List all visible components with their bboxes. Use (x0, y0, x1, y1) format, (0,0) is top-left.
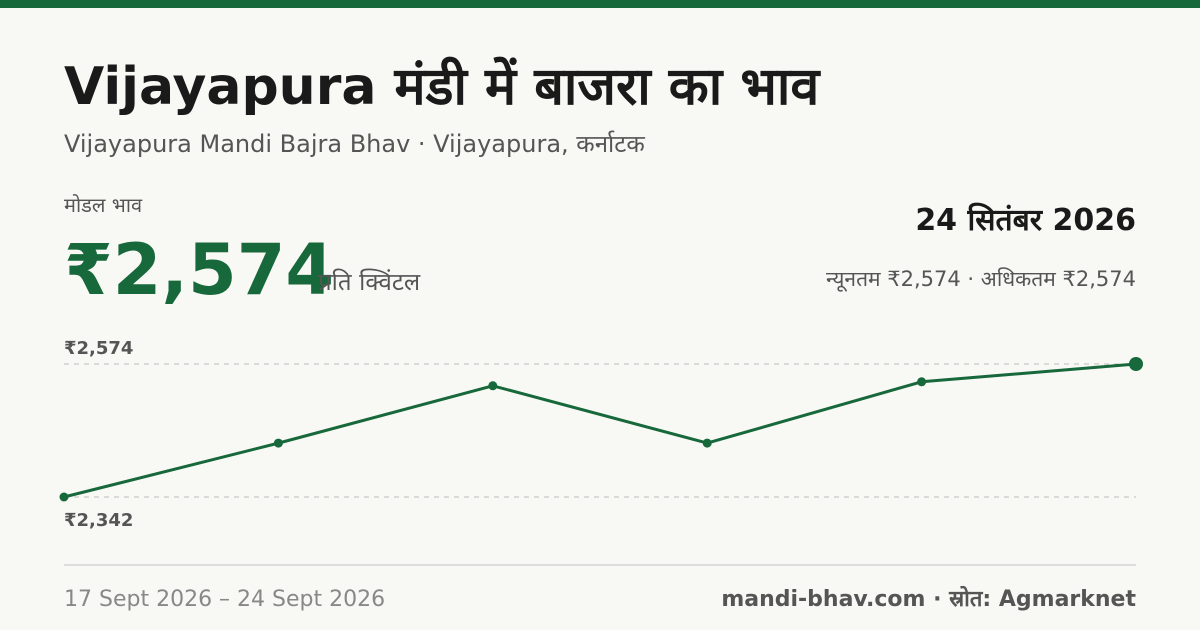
top-bar (0, 0, 1200, 8)
point (59, 492, 69, 502)
line (63, 362, 1137, 499)
subtitle: Vijayapura Mandi Bajra Bhav · Vijayapura… (64, 130, 645, 158)
y-tick-label: ₹2,342 (64, 510, 133, 531)
point (1129, 357, 1143, 371)
unit: प्रति क्विंटल (318, 268, 421, 296)
source: mandi-bhav.com · स्रोत: Agmarknet (721, 585, 1136, 612)
point (488, 381, 498, 391)
period: 17 Sept 2026 – 24 Sept 2026 (64, 587, 385, 612)
point (702, 438, 712, 448)
price: ₹2,574 (64, 229, 334, 311)
title: Vijayapura मंडी में बाजरा का भाव (64, 56, 821, 117)
y-tick-label: ₹2,574 (64, 338, 133, 359)
point (273, 438, 283, 448)
price-label: मोडल भाव (64, 193, 143, 217)
point (917, 377, 927, 387)
min-max: न्यूनतम ₹2,574 · अधिकतम ₹2,574 (826, 267, 1136, 292)
date: 24 सितंबर 2026 (915, 202, 1136, 238)
